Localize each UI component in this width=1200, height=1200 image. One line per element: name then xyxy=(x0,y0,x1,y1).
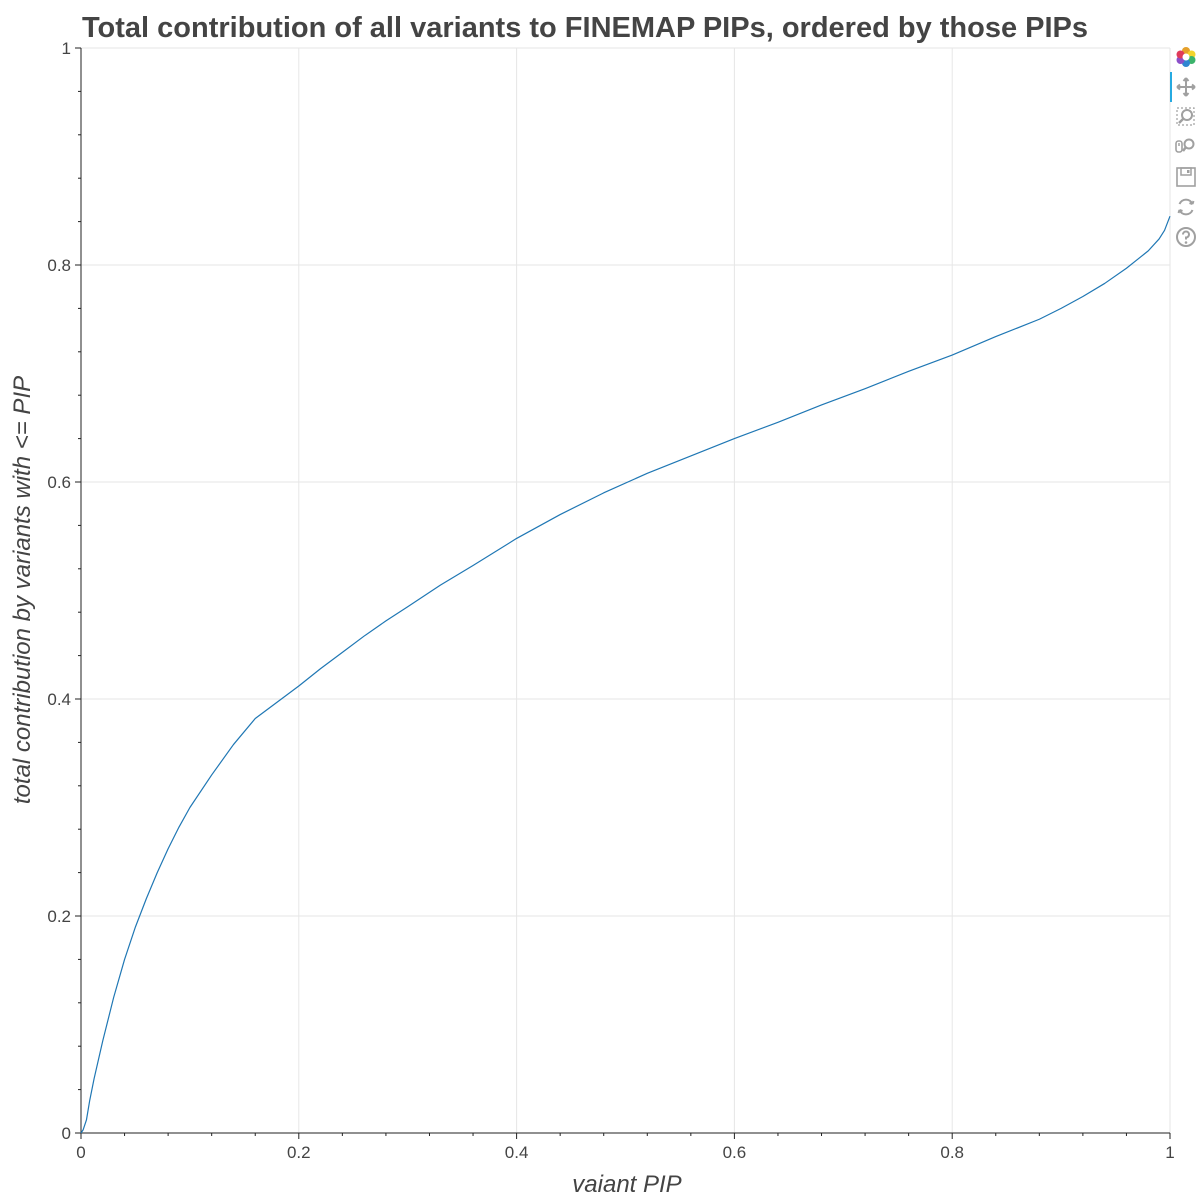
reset-icon[interactable] xyxy=(1174,195,1198,219)
x-tick-label: 1 xyxy=(1165,1143,1174,1162)
x-tick-label: 0.6 xyxy=(723,1143,747,1162)
help-icon[interactable] xyxy=(1174,225,1198,249)
x-axis-label: vaiant PIP xyxy=(572,1171,681,1198)
y-tick-label: 0 xyxy=(62,1124,71,1143)
y-tick-label: 0.8 xyxy=(47,256,71,275)
bokeh-logo-icon[interactable] xyxy=(1174,45,1198,69)
active-tool-indicator xyxy=(1170,72,1172,102)
save-icon[interactable] xyxy=(1174,165,1198,189)
x-tick-label: 0.2 xyxy=(287,1143,311,1162)
pan-icon[interactable] xyxy=(1174,75,1198,99)
wheel-zoom-icon[interactable] xyxy=(1174,135,1198,159)
box-zoom-icon[interactable] xyxy=(1174,105,1198,129)
x-tick-label: 0.4 xyxy=(505,1143,529,1162)
x-tick-label: 0 xyxy=(76,1143,85,1162)
axes xyxy=(75,47,1171,1139)
plot-frame xyxy=(81,48,1170,1133)
y-axis-label: total contribution by variants with <= P… xyxy=(9,376,36,804)
y-tick-label: 0.6 xyxy=(47,473,71,492)
series-line xyxy=(80,215,1171,1134)
y-tick-label: 0.4 xyxy=(47,690,71,709)
x-tick-label: 0.8 xyxy=(940,1143,964,1162)
plot-toolbar xyxy=(1170,42,1200,262)
chart-title: Total contribution of all variants to FI… xyxy=(82,12,1088,44)
grid xyxy=(80,47,1171,1134)
series-layer xyxy=(80,215,1171,1134)
y-tick-label: 0.2 xyxy=(47,907,71,926)
tick-labels: 0 0.2 0.4 0.6 0.8 1 0 0.2 0.4 0.6 0.8 1 xyxy=(47,39,1174,1162)
y-tick-label: 1 xyxy=(62,39,71,58)
